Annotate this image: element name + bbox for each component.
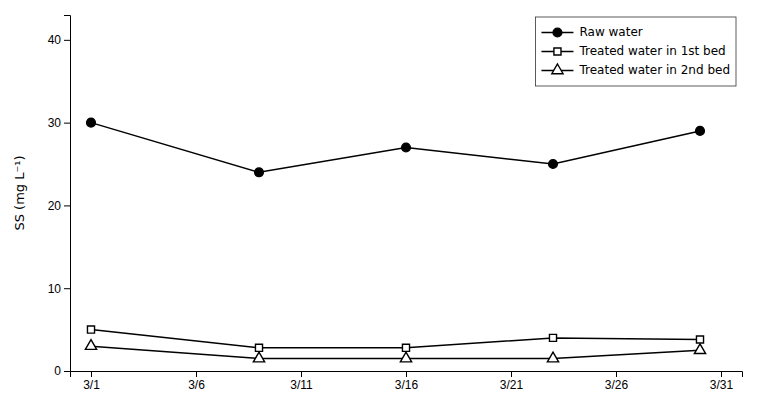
series-group [85, 118, 705, 362]
y-axis-tick-mark [64, 123, 70, 124]
y-axis-tick: 30 [48, 116, 70, 130]
x-axis-tick-mark [91, 371, 92, 377]
series-marker [253, 352, 264, 362]
series-line [91, 123, 700, 173]
legend: Raw water Treated water in 1st bed Treated… [535, 17, 736, 86]
y-axis-tick-label: 10 [48, 282, 62, 296]
series-marker [85, 340, 96, 350]
x-axis-tick-mark [196, 371, 197, 377]
series-marker [402, 344, 409, 351]
y-axis-tick-label: 30 [48, 116, 62, 130]
y-axis-tick-mark [64, 288, 70, 289]
y-axis-line [64, 16, 71, 372]
x-axis-tick-label: 3/26 [605, 378, 629, 392]
series-marker [87, 118, 96, 127]
y-axis-tick-label: 0 [54, 364, 61, 378]
series-marker [400, 352, 411, 362]
x-axis-tick-mark [406, 371, 407, 377]
x-axis-tick-mark [616, 371, 617, 377]
plot: 3/1 3/6 3/11 3/16 3/21 3/26 3/31 0 10 20 30 40 Raw w… [48, 16, 743, 392]
series-marker [255, 344, 262, 351]
x-axis-tick: 3/6 [188, 371, 205, 392]
series-marker [696, 336, 703, 343]
y-axis-title: SS (mg L⁻¹) [12, 155, 27, 230]
legend-key-marker [552, 64, 563, 74]
series-marker [696, 127, 705, 136]
x-axis-tick-label: 3/6 [188, 378, 205, 392]
series-marker [255, 168, 264, 177]
y-axis-tick-mark [64, 205, 70, 206]
x-axis-tick-mark [301, 371, 302, 377]
x-axis-tick-label: 3/1 [83, 378, 100, 392]
x-axis-tick-label: 3/31 [710, 378, 734, 392]
legend-label: Treated water in 1st bed [578, 44, 725, 58]
legend-key-marker [554, 48, 561, 55]
x-axis-tick: 3/21 [500, 371, 524, 392]
series-line [91, 346, 700, 358]
x-axis-tick: 3/26 [605, 371, 629, 392]
x-axis-tick: 3/31 [710, 371, 734, 392]
legend-key-marker [553, 28, 562, 37]
x-axis-tick: 3/11 [290, 371, 313, 392]
series-marker [87, 326, 94, 333]
y-axis-tick: 40 [48, 33, 70, 47]
y-axis: 0 10 20 30 40 [48, 16, 71, 379]
legend-frame [535, 17, 736, 86]
legend-label: Treated water in 2nd bed [578, 63, 730, 77]
x-axis-tick: 3/16 [395, 371, 419, 392]
series-line [91, 330, 700, 348]
series-marker [402, 143, 411, 152]
y-axis-tick-mark [64, 40, 70, 41]
y-axis-tick: 0 [54, 364, 70, 378]
series-marker [549, 160, 558, 169]
legend-label: Raw water [579, 25, 642, 39]
x-axis-tick-label: 3/21 [500, 378, 524, 392]
series-marker [694, 344, 705, 354]
y-axis-tick-mark [64, 371, 70, 372]
x-axis: 3/1 3/6 3/11 3/16 3/21 3/26 3/31 [71, 371, 743, 392]
x-axis-tick-label: 3/16 [395, 378, 419, 392]
y-axis-tick-label: 20 [48, 199, 62, 213]
y-axis-tick: 20 [48, 199, 70, 213]
x-axis-tick-label: 3/11 [290, 378, 313, 392]
y-axis-tick-label: 40 [48, 33, 62, 47]
y-axis-tick: 10 [48, 282, 70, 296]
x-axis-line [71, 372, 743, 378]
x-axis-tick-mark [511, 371, 512, 377]
legend-item: Treated water in 1st bed [541, 44, 725, 58]
x-axis-tick-mark [721, 371, 722, 377]
series-marker [549, 334, 556, 341]
series-marker [547, 352, 558, 362]
chart: 3/1 3/6 3/11 3/16 3/21 3/26 3/31 0 10 20 30 40 Raw w… [0, 0, 762, 411]
x-axis-tick: 3/1 [83, 371, 100, 392]
legend-item: Raw water [541, 25, 642, 39]
legend-item: Treated water in 2nd bed [541, 63, 730, 77]
